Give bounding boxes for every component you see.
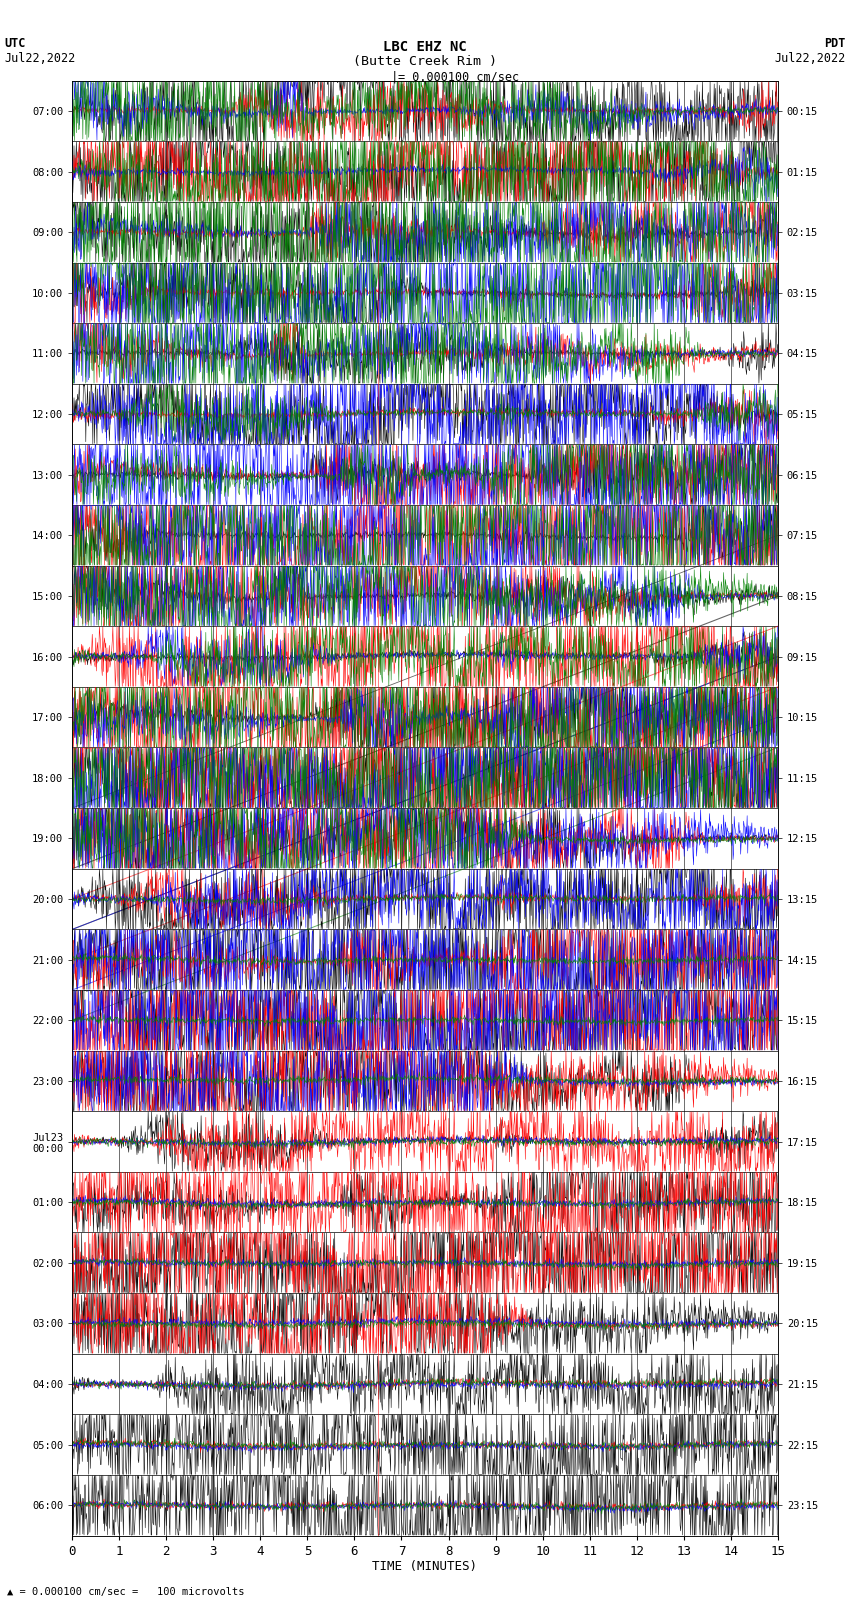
Text: UTC: UTC [4,37,26,50]
Text: PDT: PDT [824,37,846,50]
Text: Jul22,2022: Jul22,2022 [4,52,76,65]
Text: (Butte Creek Rim ): (Butte Creek Rim ) [353,55,497,68]
Text: ▲ = 0.000100 cm/sec =   100 microvolts: ▲ = 0.000100 cm/sec = 100 microvolts [7,1587,244,1597]
Text: |: | [391,71,399,84]
Text: = 0.000100 cm/sec: = 0.000100 cm/sec [398,71,518,84]
X-axis label: TIME (MINUTES): TIME (MINUTES) [372,1560,478,1573]
Text: Jul22,2022: Jul22,2022 [774,52,846,65]
Text: LBC EHZ NC: LBC EHZ NC [383,40,467,55]
